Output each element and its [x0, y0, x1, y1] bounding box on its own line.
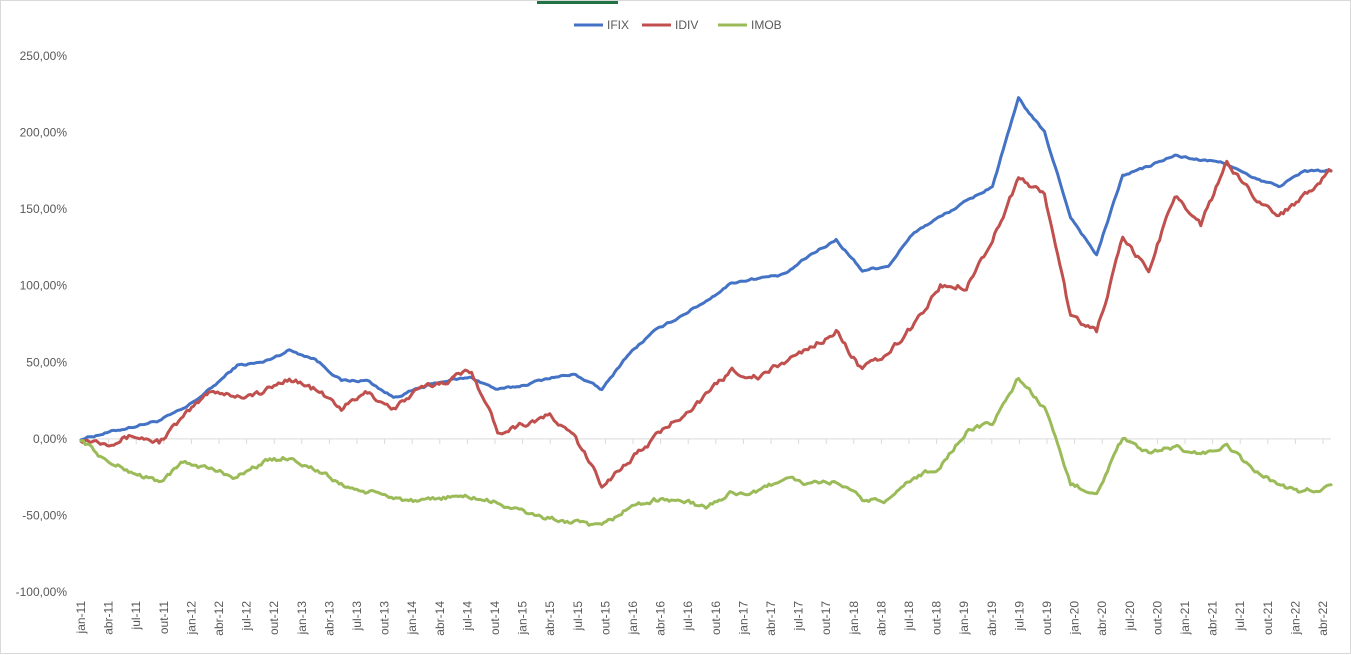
x-tick-label: jan-16 [626, 601, 640, 636]
x-tick-label: jan-12 [184, 601, 198, 636]
legend-label-idiv: IDIV [675, 18, 698, 32]
x-tick-label: jul-18 [902, 601, 916, 632]
x-tick-label: out-19 [1040, 601, 1054, 635]
x-tick-label: jan-17 [736, 601, 750, 636]
y-tick-label: 250,00% [20, 49, 68, 63]
x-tick-label: jul-16 [681, 601, 695, 632]
x-tick-label: abr-12 [212, 601, 226, 636]
x-tick-label: jul-12 [240, 601, 254, 632]
x-tick-label: out-21 [1261, 601, 1275, 635]
x-tick-label: jan-19 [957, 601, 971, 636]
x-tick-label: jan-22 [1288, 601, 1302, 636]
y-axis: 250,00% 200,00% 150,00% 100,00% 50,00% 0,00% -… [16, 49, 68, 599]
x-tick-label: jul-11 [129, 601, 143, 631]
legend-label-ifix: IFIX [607, 18, 629, 32]
x-tick-label: abr-18 [874, 601, 888, 636]
y-tick-label: 50,00% [26, 355, 67, 369]
x-tick-label: abr-16 [654, 601, 668, 636]
x-tick-label: jul-19 [1012, 601, 1026, 632]
x-tick-label: jan-15 [516, 601, 530, 636]
x-tick-label: out-12 [267, 601, 281, 635]
x-tick-label: abr-20 [1095, 601, 1109, 636]
y-tick-label: -100,00% [16, 585, 68, 599]
x-tick-label: abr-11 [102, 601, 116, 635]
x-tick-label: jan-20 [1068, 601, 1082, 636]
x-tick-label: out-14 [488, 601, 502, 635]
x-tick-label: abr-21 [1206, 601, 1220, 636]
y-tick-label: -50,00% [22, 508, 67, 522]
x-tick-label: out-16 [709, 601, 723, 635]
x-tick-label: abr-14 [433, 601, 447, 636]
x-tick-label: abr-22 [1316, 601, 1330, 636]
x-tick-label: jan-21 [1178, 601, 1192, 636]
y-tick-label: 0,00% [33, 432, 67, 446]
x-tick-label: abr-13 [322, 601, 336, 636]
series-line-idiv [79, 159, 1333, 489]
x-tick-label: out-18 [930, 601, 944, 635]
x-tick-label: jul-20 [1123, 601, 1137, 632]
x-tick-label: out-20 [1150, 601, 1164, 635]
x-tick-label: out-13 [378, 601, 392, 635]
series-line-imob [79, 377, 1333, 527]
x-tick-label: out-11 [157, 601, 171, 634]
legend: IFIX IDIV IMOB [574, 18, 782, 32]
x-tick-label: abr-19 [985, 601, 999, 636]
x-tick-label: jul-21 [1233, 601, 1247, 632]
x-tick-label: abr-15 [543, 601, 557, 636]
x-tick-label: jul-17 [792, 601, 806, 632]
x-tick-label: jan-18 [847, 601, 861, 636]
series-layer [79, 96, 1333, 527]
legend-label-imob: IMOB [751, 18, 782, 32]
y-tick-label: 200,00% [20, 126, 68, 140]
sheet-tab-indicator [537, 1, 618, 4]
x-tick-label: abr-17 [764, 601, 778, 636]
series-line-ifix [79, 96, 1333, 442]
y-tick-label: 100,00% [20, 279, 68, 293]
x-tick-label: jan-11 [74, 601, 88, 635]
x-tick-label: out-17 [819, 601, 833, 635]
x-tick-label: jan-14 [405, 601, 419, 636]
y-tick-label: 150,00% [20, 202, 68, 216]
x-tick-label: jul-15 [571, 601, 585, 632]
x-tick-label: jul-13 [350, 601, 364, 632]
x-tick-label: out-15 [598, 601, 612, 635]
x-tick-label: jul-14 [460, 601, 474, 632]
x-axis: jan-11 abr-11 jul-11 out-11 jan-12 abr-12 jul-… [74, 438, 1330, 636]
x-tick-label: jan-13 [295, 601, 309, 636]
